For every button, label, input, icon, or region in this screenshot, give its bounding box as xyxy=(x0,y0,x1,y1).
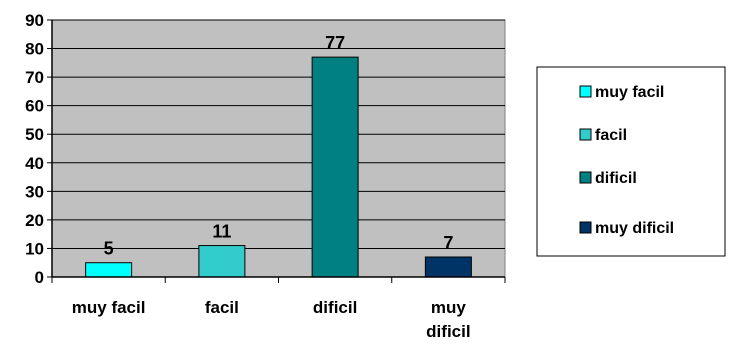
legend-swatch xyxy=(579,85,592,98)
x-category-label: dificil xyxy=(313,298,357,317)
y-tick-label: 20 xyxy=(25,211,44,230)
y-tick-label: 70 xyxy=(25,68,44,87)
y-tick-label: 10 xyxy=(25,239,44,258)
y-tick-label: 60 xyxy=(25,97,44,116)
x-category-label: dificil xyxy=(426,322,470,341)
data-label: 7 xyxy=(443,233,453,253)
x-category-label: muy facil xyxy=(72,298,146,317)
axes xyxy=(51,20,506,283)
legend-entry-label: muy dificil xyxy=(595,220,674,237)
legend-swatch xyxy=(579,128,592,141)
plot-area xyxy=(51,19,506,278)
bar-muy-facil xyxy=(85,262,133,278)
data-label: 11 xyxy=(212,222,231,242)
y-axis-ticks: 0 10 20 30 40 50 60 70 80 90 xyxy=(25,11,52,287)
y-tick-label: 30 xyxy=(25,182,44,201)
y-tick-label: 90 xyxy=(25,11,44,30)
bar-muy-dificil xyxy=(424,256,472,278)
legend-entry-label: facil xyxy=(595,127,627,144)
legend-swatch xyxy=(579,221,592,234)
x-category-label: muy xyxy=(431,298,467,317)
bar-dificil xyxy=(311,56,359,278)
legend-entry-label: dificil xyxy=(595,170,637,187)
y-tick-label: 0 xyxy=(35,268,44,287)
y-tick-label: 50 xyxy=(25,125,44,144)
bars xyxy=(85,56,472,278)
data-label: 5 xyxy=(104,239,114,259)
legend-swatch xyxy=(579,171,592,184)
y-tick-label: 40 xyxy=(25,154,44,173)
x-axis-labels: muy facil facil dificil muy dificil xyxy=(72,298,471,341)
data-label: 77 xyxy=(325,33,345,53)
legend-box xyxy=(536,66,726,257)
gridlines xyxy=(52,19,505,249)
bar-facil xyxy=(198,245,246,278)
legend: muy facil facil dificil muy dificil xyxy=(536,66,726,257)
legend-entry-label: muy facil xyxy=(595,84,664,101)
y-tick-label: 80 xyxy=(25,40,44,59)
x-category-label: facil xyxy=(205,298,239,317)
